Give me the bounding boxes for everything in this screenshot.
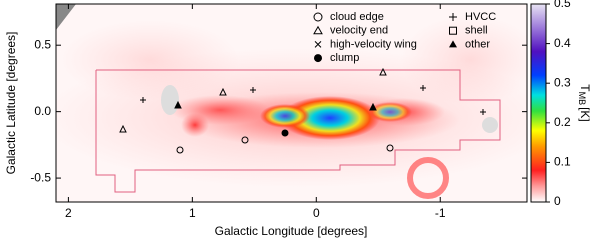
- colorbar-label-unit: [K]: [578, 107, 592, 122]
- legend-marker: [313, 25, 323, 35]
- legend-label: cloud edge: [330, 11, 384, 23]
- plot-frame: [55, 3, 528, 203]
- emission-map: [56, 4, 527, 202]
- y-tick-label: 0.0: [34, 104, 51, 118]
- colorbar-tick-label: 0.5: [554, 0, 571, 10]
- legend-marker: [449, 40, 457, 48]
- x-tick-label: -1: [435, 206, 446, 220]
- colorbar-tick-label: 0: [554, 194, 561, 208]
- x-tick-label: 2: [65, 206, 72, 220]
- colorbar-label-sub: MB: [577, 92, 587, 106]
- colorbar-tick-label: 0.1: [554, 155, 571, 169]
- legend-marker: [449, 13, 457, 21]
- colorbar-label: TMB[K]: [577, 84, 592, 122]
- colorbar-label-symbol: T: [578, 84, 592, 92]
- y-tick-label: -0.5: [30, 170, 51, 184]
- legend-marker: [313, 12, 323, 22]
- colorbar: [530, 3, 547, 203]
- legend-label: high-velocity wing: [330, 38, 417, 50]
- legend-label: shell: [465, 25, 488, 37]
- legend-label: velocity end: [330, 25, 388, 37]
- colorbar-tick-label: 0.2: [554, 115, 571, 129]
- x-axis-label: Galactic Longitude [degrees]: [215, 224, 368, 238]
- legend-marker: [314, 41, 322, 48]
- legend-marker: [314, 54, 322, 63]
- x-tick-label: 0: [313, 206, 320, 220]
- y-axis-label: Galactic Latitude [degrees]: [4, 32, 18, 175]
- legend-label: other: [465, 38, 490, 50]
- x-tick-label: 1: [189, 206, 196, 220]
- y-tick-label: 0.5: [34, 37, 51, 51]
- legend-marker: [449, 26, 457, 35]
- colorbar-tick-label: 0.4: [554, 36, 571, 50]
- catalog-markers: [119, 67, 486, 154]
- legend-label: HVCC: [465, 11, 496, 23]
- colorbar-tick-label: 0.3: [554, 75, 571, 89]
- legend-label: clump: [330, 52, 359, 64]
